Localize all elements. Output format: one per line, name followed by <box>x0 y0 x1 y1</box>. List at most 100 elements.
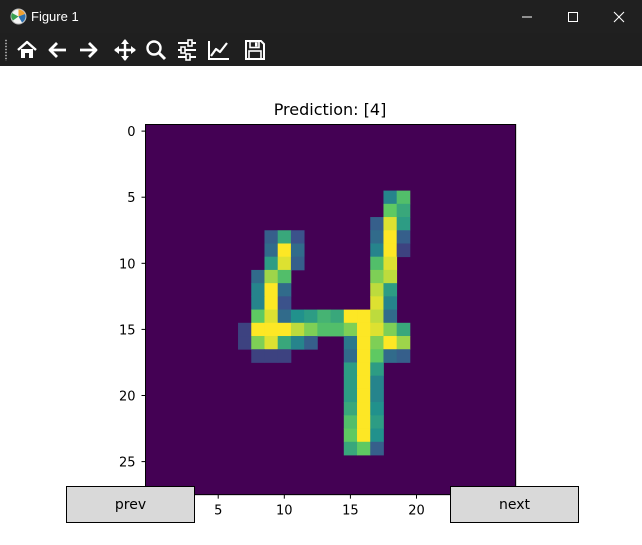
image-pixel <box>370 336 384 350</box>
image-pixel <box>343 322 358 337</box>
image-pixel <box>383 217 398 231</box>
maximize-button[interactable] <box>550 0 596 33</box>
save-floppy-icon <box>245 40 265 60</box>
image-pixel <box>370 230 384 244</box>
image-pixel <box>370 217 384 231</box>
image-pixel <box>251 322 265 337</box>
window-title: Figure 1 <box>31 9 79 24</box>
image-pixel <box>343 402 358 416</box>
image-pixel <box>357 415 371 429</box>
minimize-icon <box>522 16 532 17</box>
save-button[interactable] <box>242 37 268 63</box>
image-pixel <box>357 349 371 363</box>
image-pixel <box>290 336 305 350</box>
image-pixel <box>304 322 318 337</box>
configure-subplots-button[interactable] <box>174 37 200 63</box>
image-pixel <box>264 349 279 363</box>
image-pixel <box>264 336 279 350</box>
image-pixel <box>251 283 265 297</box>
image-pixel <box>357 375 371 390</box>
edit-axis-button[interactable] <box>206 37 232 63</box>
image-pixel <box>264 256 279 271</box>
image-pixel <box>317 309 331 324</box>
image-pixel <box>264 322 279 337</box>
image-pixel <box>370 269 384 284</box>
image-pixel <box>290 230 305 244</box>
image-pixel <box>370 375 384 390</box>
image-pixel <box>343 362 358 377</box>
image-pixel <box>396 243 411 258</box>
image-pixel <box>370 349 384 363</box>
image-pixel <box>330 309 345 324</box>
y-tick-label: 5 <box>127 191 135 206</box>
image-pixel <box>264 296 279 310</box>
image-pixel <box>290 243 305 258</box>
image-pixel <box>343 428 358 443</box>
image-pixel <box>383 296 398 310</box>
image-pixel <box>370 441 384 456</box>
image-pixel <box>277 336 292 350</box>
image-pixel <box>277 309 292 324</box>
toolbar-grip[interactable] <box>4 39 8 61</box>
image-pixel <box>343 388 358 403</box>
image-pixel <box>238 322 252 337</box>
minimize-button[interactable] <box>504 0 550 33</box>
image-pixel <box>396 322 411 337</box>
image-pixel <box>251 349 265 363</box>
back-button[interactable] <box>45 37 71 63</box>
image-pixel <box>383 336 398 350</box>
image-pixel <box>277 322 292 337</box>
image-pixel <box>383 322 398 337</box>
image-pixel <box>290 309 305 324</box>
pan-button[interactable] <box>112 37 138 63</box>
matplotlib-app-icon <box>10 8 27 25</box>
image-pixel <box>277 269 292 284</box>
image-pixel <box>396 349 411 363</box>
plot-title: Prediction: [4] <box>274 100 387 119</box>
image-pixel <box>251 336 265 350</box>
image-pixel <box>383 256 398 271</box>
prev-button[interactable]: prev <box>66 486 195 523</box>
image-pixel <box>238 336 252 350</box>
x-tick-label: 5 <box>214 504 222 519</box>
image-pixel <box>264 309 279 324</box>
next-button[interactable]: next <box>450 486 579 523</box>
x-tick-label: 20 <box>408 504 425 519</box>
zoom-button[interactable] <box>143 37 169 63</box>
image-pixel <box>357 336 371 350</box>
image-pixel <box>370 415 384 429</box>
image-pixel <box>383 283 398 297</box>
image-pixel <box>396 217 411 231</box>
navigation-toolbar <box>0 33 642 66</box>
image-pixel <box>357 309 371 324</box>
x-tick-label: 10 <box>276 504 293 519</box>
image-pixel <box>383 243 398 258</box>
home-button[interactable] <box>14 37 40 63</box>
x-tick-label: 15 <box>342 504 359 519</box>
image-pixel <box>357 362 371 377</box>
image-pixel <box>290 322 305 337</box>
y-tick-label: 10 <box>119 257 136 272</box>
image-pixel <box>343 441 358 456</box>
image-pixel <box>357 428 371 443</box>
image-pixel <box>277 349 292 363</box>
y-tick-label: 20 <box>119 390 136 405</box>
forward-arrow-icon <box>80 42 98 58</box>
image-pixel <box>396 190 411 205</box>
image-pixel <box>343 336 358 350</box>
pan-move-icon <box>114 39 136 61</box>
image-pixel <box>383 269 398 284</box>
axis-ticks: 0 5 10 15 20 25 5 10 15 20 <box>119 125 425 519</box>
configure-subplots-icon <box>178 39 196 61</box>
figure-canvas[interactable]: Prediction: [4] 0 5 10 15 20 25 5 10 15 20 prev n… <box>0 66 642 545</box>
image-pixel <box>343 349 358 363</box>
forward-button[interactable] <box>75 37 101 63</box>
image-pixel <box>383 203 398 218</box>
image-pixel <box>370 428 384 443</box>
close-button[interactable] <box>596 0 642 33</box>
image-pixel <box>370 296 384 310</box>
image-pixel <box>277 230 292 244</box>
edit-axis-icon <box>208 41 229 60</box>
image-pixel <box>370 388 384 403</box>
back-arrow-icon <box>48 42 66 58</box>
